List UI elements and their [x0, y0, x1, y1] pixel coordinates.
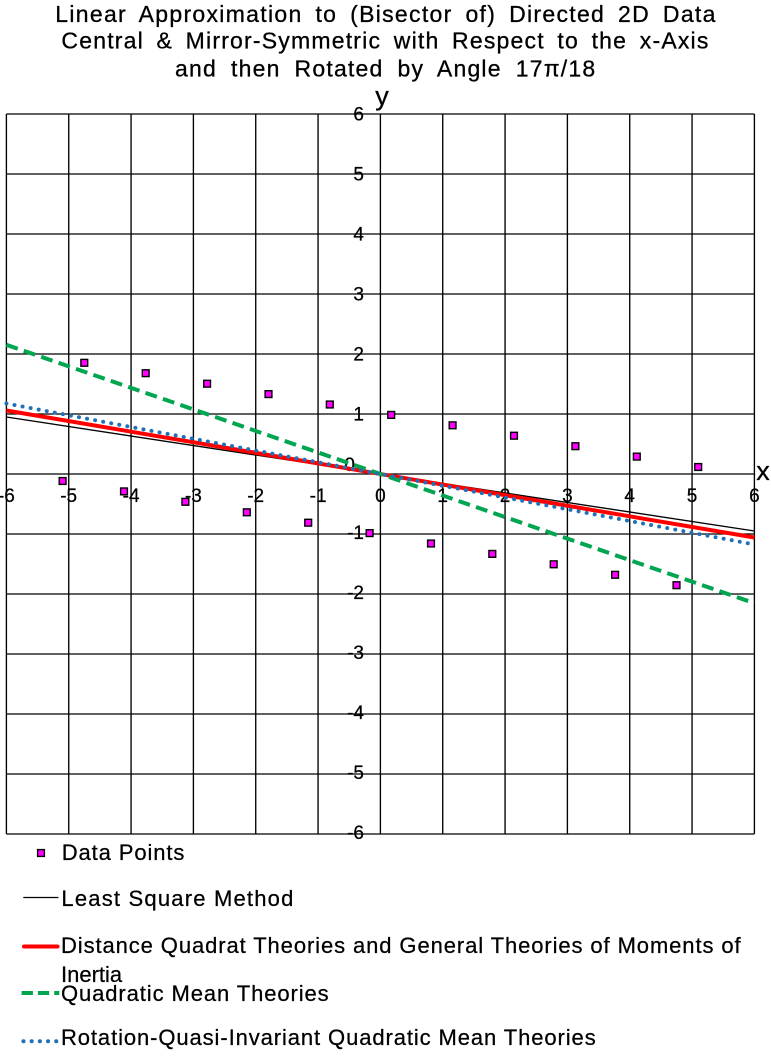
svg-text:-6: -6: [0, 486, 15, 507]
svg-text:6: 6: [749, 486, 760, 507]
svg-text:0: 0: [344, 455, 355, 476]
svg-text:-1: -1: [347, 523, 364, 544]
svg-text:-2: -2: [247, 486, 264, 507]
svg-text:y: y: [375, 81, 389, 111]
svg-text:3: 3: [562, 486, 573, 507]
svg-text:-4: -4: [347, 703, 364, 724]
svg-text:-1: -1: [310, 486, 327, 507]
svg-text:Central & Mirror-Symmetric wit: Central & Mirror-Symmetric with Respect …: [61, 28, 709, 54]
svg-text:Rotation-Quasi-Invariant Quadr: Rotation-Quasi-Invariant Quadratic Mean …: [61, 1025, 597, 1050]
svg-text:-3: -3: [347, 643, 364, 664]
svg-text:Distance Quadrat Theories and: Distance Quadrat Theories and General Th…: [61, 933, 742, 958]
svg-text:x: x: [756, 456, 770, 486]
svg-text:Least Square Method: Least Square Method: [61, 886, 294, 911]
svg-text:6: 6: [353, 105, 364, 126]
svg-text:-6: -6: [347, 823, 364, 844]
svg-text:and then Rotated by Angle 17π/: and then Rotated by Angle 17π/18: [175, 56, 596, 82]
svg-text:4: 4: [353, 225, 364, 246]
svg-text:-2: -2: [347, 583, 364, 604]
svg-text:4: 4: [624, 486, 635, 507]
svg-text:-5: -5: [60, 486, 77, 507]
svg-text:5: 5: [353, 165, 364, 186]
svg-text:Inertia: Inertia: [61, 962, 123, 987]
svg-text:3: 3: [353, 285, 364, 306]
svg-text:5: 5: [687, 486, 698, 507]
svg-text:0: 0: [375, 486, 386, 507]
svg-text:Linear Approximation to (Bisec: Linear Approximation to (Bisector of) Di…: [55, 1, 716, 27]
svg-text:Quadratic Mean Theories: Quadratic Mean Theories: [61, 981, 330, 1006]
svg-text:Data Points: Data Points: [62, 840, 186, 865]
svg-text:1: 1: [353, 405, 364, 426]
svg-text:2: 2: [353, 345, 364, 366]
svg-text:-5: -5: [347, 763, 364, 784]
